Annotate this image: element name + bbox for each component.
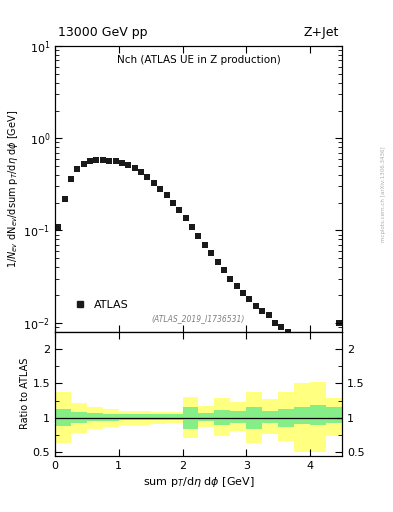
Text: mcplots.cern.ch [arXiv:1306.3436]: mcplots.cern.ch [arXiv:1306.3436] (381, 147, 386, 242)
Text: (ATLAS_2019_I1736531): (ATLAS_2019_I1736531) (152, 314, 245, 323)
X-axis label: sum p$_T$/d$\eta$ d$\phi$ [GeV]: sum p$_T$/d$\eta$ d$\phi$ [GeV] (143, 475, 254, 489)
Y-axis label: Ratio to ATLAS: Ratio to ATLAS (20, 358, 30, 429)
Text: 13000 GeV pp: 13000 GeV pp (58, 26, 147, 39)
Text: Z+Jet: Z+Jet (304, 26, 339, 39)
Legend: ATLAS: ATLAS (66, 297, 131, 312)
Text: Nch (ATLAS UE in Z production): Nch (ATLAS UE in Z production) (117, 55, 280, 65)
Y-axis label: $1/N_{ev}$ dN$_{ev}$/dsum p$_T$/d$\eta$ d$\phi$ [GeV]: $1/N_{ev}$ dN$_{ev}$/dsum p$_T$/d$\eta$ … (6, 110, 20, 268)
